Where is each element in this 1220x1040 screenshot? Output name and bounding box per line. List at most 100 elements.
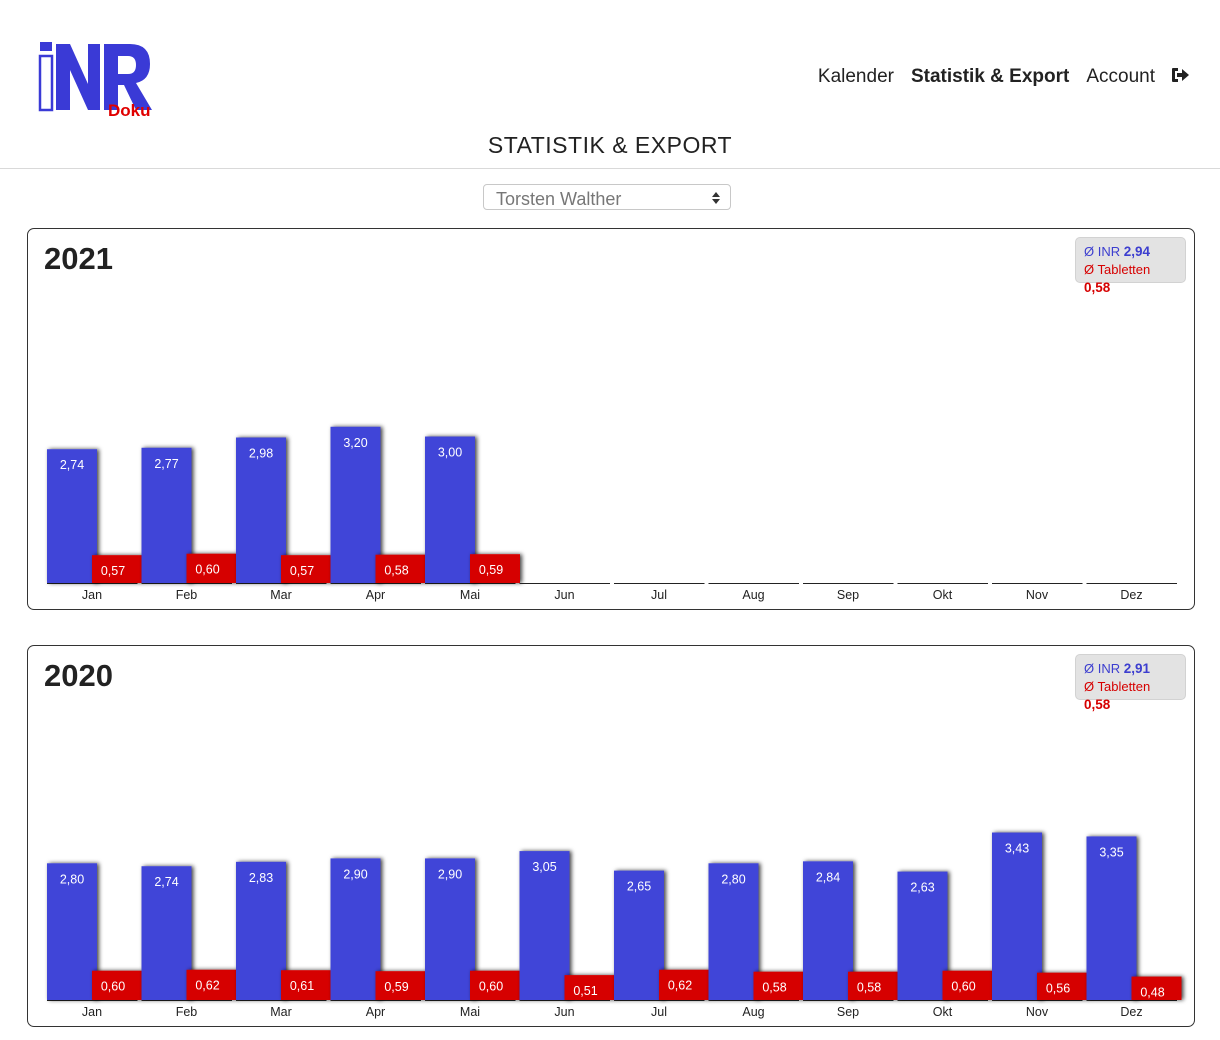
bar-tabletten-jan[interactable] — [92, 970, 142, 1000]
data-label-inr: 3,20 — [343, 436, 367, 450]
bar-inr-jul[interactable] — [614, 870, 664, 1000]
year-title: 2021 — [44, 241, 113, 276]
x-tick-label: Nov — [1026, 588, 1049, 602]
x-tick-label: Jan — [82, 1005, 102, 1019]
bar-inr-aug[interactable] — [708, 863, 759, 1000]
x-tick-label: Okt — [933, 588, 953, 602]
x-tick-label: Okt — [933, 1005, 953, 1019]
data-label-inr: 2,80 — [60, 872, 84, 886]
avg-tablets-label: Ø Tabletten — [1084, 679, 1151, 694]
data-label-inr: 2,74 — [60, 458, 84, 472]
data-label-inr: 2,90 — [343, 867, 367, 881]
data-label-inr: 2,77 — [154, 457, 178, 471]
x-tick-label: Jul — [651, 588, 667, 602]
data-label-tabletten: 0,58 — [857, 981, 881, 995]
avg-inr-value: 2,91 — [1123, 661, 1151, 676]
bar-tabletten-jul[interactable] — [659, 969, 709, 1000]
x-tick-label: Sep — [837, 588, 859, 602]
bar-inr-jun[interactable] — [519, 851, 570, 1000]
bar-inr-apr[interactable] — [330, 858, 381, 1000]
bar-tabletten-mai[interactable] — [470, 970, 520, 1000]
x-tick-label: Jul — [651, 1005, 667, 1019]
inr-doku-logo[interactable]: Doku — [38, 40, 178, 124]
data-label-inr: 2,90 — [438, 867, 462, 881]
select-caret-icon — [712, 192, 720, 204]
bar-tabletten-jun[interactable] — [564, 975, 615, 1000]
x-tick-label: Nov — [1026, 1005, 1049, 1019]
avg-tablets-value: 0,58 — [1084, 280, 1111, 295]
bar-tabletten-apr[interactable] — [375, 554, 426, 583]
bar-tabletten-mar[interactable] — [281, 555, 331, 583]
year-card-2020: 2020 Ø INR 2,91 Ø Tabletten 0,58 2,80 0,6… — [27, 645, 1195, 1027]
bar-inr-dez[interactable] — [1086, 836, 1137, 1000]
year-card-2021: 2021 Ø INR 2,94 Ø Tabletten 0,58 2,74 0,5… — [27, 228, 1195, 610]
bar-tabletten-dez[interactable] — [1131, 976, 1182, 1000]
bar-tabletten-nov[interactable] — [1037, 972, 1087, 1000]
bar-inr-mai[interactable] — [425, 858, 475, 1000]
data-label-tabletten: 0,59 — [479, 563, 503, 577]
bar-inr-nov[interactable] — [992, 832, 1042, 1000]
user-select-value: Torsten Walther — [496, 189, 622, 209]
bar-tabletten-okt[interactable] — [942, 970, 993, 1000]
page-title: STATISTIK & EXPORT — [487, 132, 733, 158]
data-label-tabletten: 0,59 — [384, 980, 408, 994]
bar-tabletten-jan[interactable] — [92, 555, 142, 583]
bar-chart: 2,80 0,60 Jan 2,74 0,62 Feb 2,83 0,61 Mar 2,90 0,5… — [47, 832, 1182, 1019]
bar-tabletten-feb[interactable] — [186, 969, 237, 1000]
bar-chart: 2,74 0,57 Jan 2,77 0,60 Feb 2,98 0,57 Mar 3,20 0,5… — [47, 426, 1177, 602]
x-tick-label: Sep — [837, 1005, 859, 1019]
x-tick-label: Jan — [82, 588, 102, 602]
data-label-tabletten: 0,56 — [1046, 982, 1070, 996]
bar-inr-feb[interactable] — [141, 447, 192, 583]
bar-tabletten-aug[interactable] — [753, 971, 804, 1000]
data-label-tabletten: 0,60 — [195, 563, 219, 577]
averages-box: Ø INR 2,94 Ø Tabletten 0,58 — [1075, 237, 1186, 295]
user-select[interactable]: Torsten Walther — [483, 184, 731, 210]
data-label-inr: 3,35 — [1099, 845, 1123, 859]
bar-inr-jan[interactable] — [47, 449, 97, 583]
x-tick-label: Apr — [366, 588, 385, 602]
x-tick-label: Apr — [366, 1005, 385, 1019]
x-tick-label: Mar — [270, 588, 292, 602]
bar-tabletten-sep[interactable] — [848, 971, 898, 1000]
avg-inr-label: Ø INR — [1084, 244, 1121, 259]
nav-account[interactable]: Account — [1086, 66, 1155, 87]
bar-inr-sep[interactable] — [803, 861, 853, 1000]
data-label-tabletten: 0,57 — [290, 564, 314, 578]
nav-statistik-export[interactable]: Statistik & Export — [910, 66, 1070, 87]
data-label-inr: 3,00 — [438, 446, 462, 460]
data-label-inr: 3,05 — [532, 860, 556, 874]
nav-kalender[interactable]: Kalender — [817, 66, 894, 87]
bar-tabletten-feb[interactable] — [186, 553, 237, 583]
x-tick-label: Mar — [270, 1005, 292, 1019]
bar-inr-mai[interactable] — [425, 436, 475, 583]
bar-inr-feb[interactable] — [141, 866, 192, 1000]
avg-inr-value: 2,94 — [1123, 244, 1151, 259]
sign-out-icon[interactable] — [1171, 67, 1190, 87]
x-tick-label: Dez — [1120, 1005, 1142, 1019]
x-tick-label: Dez — [1120, 588, 1142, 602]
avg-tablets-label: Ø Tabletten — [1084, 262, 1151, 277]
data-label-tabletten: 0,58 — [384, 564, 408, 578]
bar-inr-okt[interactable] — [897, 871, 948, 1000]
data-label-tabletten: 0,60 — [101, 980, 125, 994]
bar-tabletten-apr[interactable] — [375, 971, 426, 1000]
x-tick-label: Feb — [176, 1005, 198, 1019]
x-tick-label: Mai — [460, 1005, 480, 1019]
data-label-tabletten: 0,61 — [290, 979, 314, 993]
x-tick-label: Jun — [554, 588, 574, 602]
bar-inr-apr[interactable] — [330, 426, 381, 583]
year-title: 2020 — [44, 658, 113, 693]
data-label-tabletten: 0,58 — [762, 981, 786, 995]
bar-inr-mar[interactable] — [236, 861, 286, 1000]
data-label-inr: 3,43 — [1005, 842, 1029, 856]
bar-tabletten-mar[interactable] — [281, 970, 331, 1000]
main-nav: Kalender Statistik & Export Account — [801, 66, 1190, 88]
data-label-inr: 2,74 — [154, 875, 178, 889]
bar-inr-mar[interactable] — [236, 437, 286, 583]
logo-sub-text: Doku — [108, 101, 151, 120]
x-tick-label: Aug — [742, 1005, 764, 1019]
bar-tabletten-mai[interactable] — [470, 554, 520, 583]
bar-inr-jan[interactable] — [47, 863, 97, 1000]
x-tick-label: Feb — [176, 588, 198, 602]
